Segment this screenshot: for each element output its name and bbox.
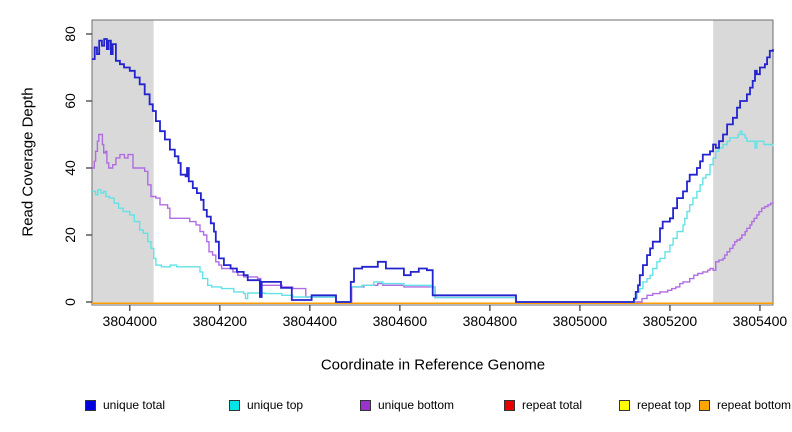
legend-label: unique total — [103, 398, 166, 412]
x-tick-label: 3804400 — [282, 313, 338, 329]
legend-swatch-unique-total — [85, 399, 96, 411]
legend-swatch-unique-top — [229, 399, 240, 411]
legend-label: repeat top — [637, 398, 692, 412]
step-line-unique-total — [92, 38, 774, 303]
legend-item-repeat-bottom: repeat bottom — [699, 398, 791, 412]
y-tick-label: 0 — [62, 298, 78, 306]
legend-swatch-unique-bottom — [360, 399, 371, 411]
x-tick-label: 3805200 — [642, 313, 698, 329]
y-tick-label: 80 — [62, 26, 78, 42]
x-tick-label: 3804800 — [462, 313, 518, 329]
legend-item-unique-bottom: unique bottom — [360, 398, 454, 412]
shaded-region — [92, 20, 154, 303]
legend-label: repeat total — [522, 398, 583, 412]
x-tick-label: 3804000 — [102, 313, 158, 329]
plot-border — [91, 19, 774, 306]
legend: unique total unique top unique bottom re… — [0, 398, 792, 418]
legend-label: unique top — [247, 398, 304, 412]
legend-label: unique bottom — [378, 398, 455, 412]
legend-swatch-repeat-bottom — [699, 399, 710, 411]
y-tick-label: 20 — [62, 227, 78, 243]
x-tick-label: 3804600 — [372, 313, 428, 329]
y-tick-label: 40 — [62, 160, 78, 176]
x-tick-label: 3804200 — [192, 313, 248, 329]
legend-label: repeat bottom — [717, 398, 792, 412]
legend-swatch-repeat-top — [619, 399, 630, 411]
legend-item-repeat-top: repeat top — [619, 398, 691, 412]
y-tick-label: 60 — [62, 93, 78, 109]
x-tick-label: 3805000 — [552, 313, 608, 329]
x-tick-label: 3805400 — [732, 313, 788, 329]
legend-item-unique-top: unique top — [229, 398, 303, 412]
legend-swatch-repeat-total — [504, 399, 515, 411]
legend-item-repeat-total: repeat total — [504, 398, 582, 412]
y-axis-title: Read Coverage Depth — [19, 87, 37, 237]
x-axis-title: Coordinate in Reference Genome — [320, 356, 546, 374]
legend-item-unique-total: unique total — [85, 398, 165, 412]
